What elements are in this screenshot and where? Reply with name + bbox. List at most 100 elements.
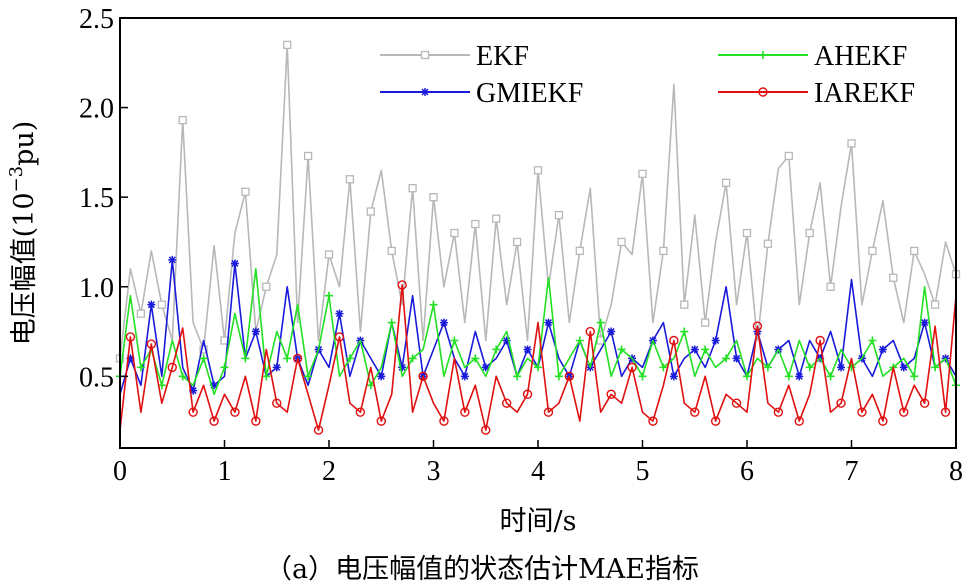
data-point-ekf <box>680 300 689 309</box>
data-point-ekf <box>345 175 355 184</box>
series-line-iarekf <box>119 284 957 431</box>
data-point-ekf <box>868 246 877 256</box>
y-tick-label: 2.0 <box>79 94 114 125</box>
data-point-iarekf <box>418 371 428 382</box>
data-point-gmiekf <box>837 363 846 372</box>
data-point-ekf <box>826 282 835 291</box>
data-point-ahekf <box>408 354 417 363</box>
x-axis-title: 时间/s <box>500 506 577 537</box>
data-point-ahekf <box>534 363 542 372</box>
data-point-iarekf <box>251 416 261 426</box>
series-iarekf <box>119 280 957 435</box>
figure-caption: （a）电压幅值的状态估计MAE指标 <box>265 554 699 585</box>
data-point-ekf <box>283 40 292 50</box>
y-tick-label: 1.0 <box>79 273 114 304</box>
legend-label-iarekf: IAREKF <box>814 78 915 109</box>
data-point-iarekf <box>334 332 345 342</box>
data-point-ahekf <box>325 291 333 300</box>
data-point-ekf <box>659 246 668 256</box>
x-tick-label: 0 <box>113 456 127 487</box>
data-point-ahekf <box>617 345 626 354</box>
data-point-gmiekf <box>690 345 699 354</box>
data-point-ahekf <box>596 318 605 327</box>
legend-item-gmiekf: GMIEKF <box>380 78 583 109</box>
data-point-gmiekf <box>460 372 469 381</box>
data-point-ekf <box>701 318 710 327</box>
data-point-iarekf <box>773 407 784 417</box>
data-point-iarekf <box>543 407 554 417</box>
data-point-iarekf <box>522 389 533 399</box>
data-point-ahekf <box>722 354 731 363</box>
data-point-ahekf <box>659 363 668 372</box>
data-point-ahekf <box>283 354 292 363</box>
data-point-ekf <box>889 273 898 282</box>
data-point-ahekf <box>701 345 710 354</box>
y-tick-label: 0.5 <box>79 362 114 393</box>
data-point-gmiekf <box>147 300 156 309</box>
data-point-ahekf <box>931 363 940 372</box>
data-point-gmiekf <box>795 372 804 381</box>
data-point-gmiekf <box>272 363 281 372</box>
data-point-iarekf <box>376 416 386 426</box>
data-point-iarekf <box>188 407 198 417</box>
data-point-iarekf <box>794 416 804 426</box>
data-point-iarekf <box>710 416 721 426</box>
data-point-iarekf <box>125 332 136 342</box>
data-point-iarekf <box>292 353 303 364</box>
data-point-ahekf <box>575 336 584 345</box>
data-point-ekf <box>450 228 459 238</box>
data-point-iarekf <box>209 416 219 426</box>
data-point-gmiekf <box>398 363 407 372</box>
data-point-gmiekf <box>607 327 616 336</box>
legend-item-ekf: EKF <box>380 41 529 72</box>
x-tick-label: 7 <box>845 456 859 487</box>
data-point-ekf <box>387 246 396 256</box>
y-tick-label: 2.5 <box>79 4 114 35</box>
data-point-ahekf <box>554 372 563 381</box>
y-axis-title: 电压幅值(10−3pu) <box>6 121 40 346</box>
x-tick-label: 4 <box>531 456 545 487</box>
x-ticks: 0 1 2 3 4 5 6 7 8 <box>113 440 963 487</box>
legend-marker-ahekf <box>759 51 767 59</box>
legend-marker-ekf <box>420 50 430 60</box>
data-point-iarekf <box>940 407 951 417</box>
data-point-gmiekf <box>523 345 532 354</box>
data-point-gmiekf <box>544 318 553 327</box>
data-point-ahekf <box>784 372 793 381</box>
x-tick-label: 6 <box>740 456 754 487</box>
plot-area: 0 1 2 3 4 5 6 7 8 0.5 1.0 1.5 2.0 2.5 <box>79 4 963 487</box>
data-point-gmiekf <box>126 354 135 363</box>
data-point-iarekf <box>146 339 157 349</box>
legend-label-ahekf: AHEKF <box>814 41 907 72</box>
data-point-ahekf <box>304 372 313 381</box>
data-point-ahekf <box>199 354 208 363</box>
data-point-ekf <box>429 193 438 202</box>
legend-label-gmiekf: GMIEKF <box>476 78 583 109</box>
data-point-ahekf <box>743 372 751 381</box>
data-point-iarekf <box>836 398 846 408</box>
legend-item-iarekf: IAREKF <box>718 78 915 109</box>
data-point-gmiekf <box>920 318 929 327</box>
data-point-ahekf <box>262 372 271 381</box>
legend-marker-iarekf <box>758 87 768 97</box>
data-point-ekf <box>136 309 146 318</box>
data-point-ekf <box>575 246 584 256</box>
data-point-ekf <box>554 210 564 220</box>
data-point-ekf <box>471 219 480 229</box>
data-point-ekf <box>763 239 773 248</box>
data-point-ahekf <box>366 381 375 390</box>
data-point-ahekf <box>429 300 438 309</box>
data-point-iarekf <box>313 425 324 435</box>
data-point-gmiekf <box>502 336 511 345</box>
legend-item-ahekf: AHEKF <box>718 41 907 72</box>
data-point-ekf <box>784 151 793 161</box>
x-tick-label: 5 <box>636 456 650 487</box>
data-point-iarekf <box>564 371 575 382</box>
data-point-gmiekf <box>189 386 198 395</box>
data-point-ahekf <box>492 345 501 354</box>
data-point-ahekf <box>513 372 522 381</box>
data-point-iarekf <box>919 398 930 408</box>
data-point-gmiekf <box>377 372 386 381</box>
data-point-ahekf <box>450 336 459 345</box>
